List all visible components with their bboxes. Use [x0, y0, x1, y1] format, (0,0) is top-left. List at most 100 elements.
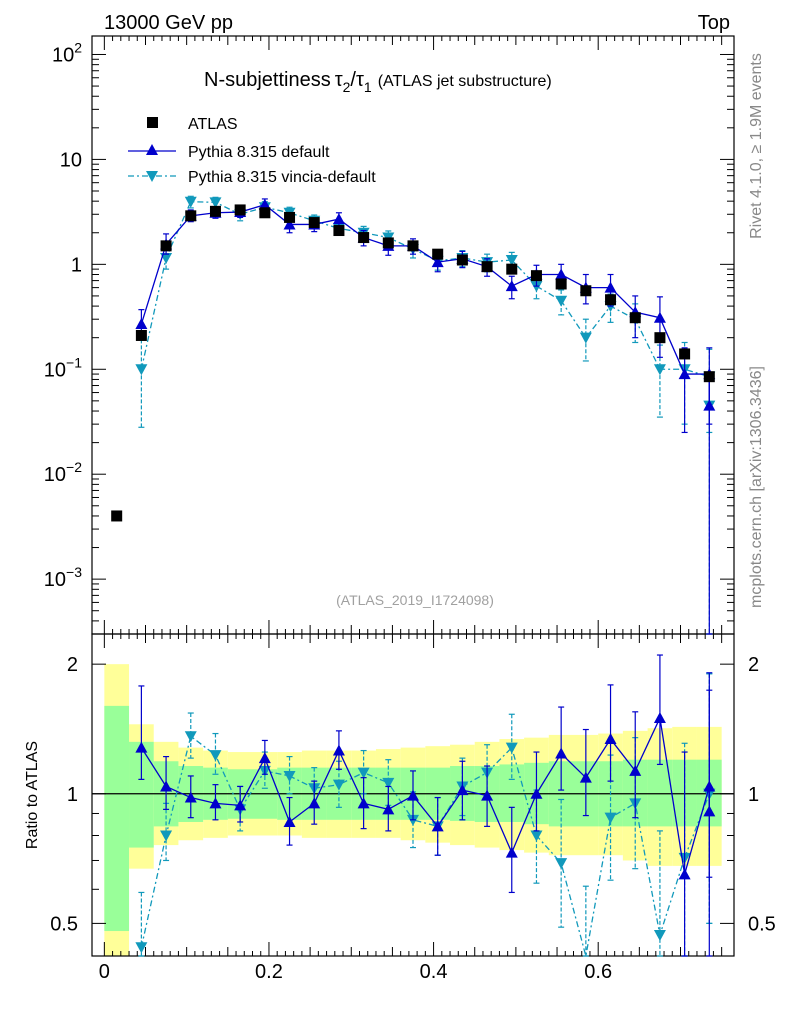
xtick-label-2: 0.4	[420, 961, 448, 983]
ratio-vincia-marker-3	[209, 750, 222, 762]
top-atlas-marker-6	[259, 207, 271, 219]
top-ytick-mantissa: 1	[71, 254, 82, 276]
ratio-pythia-marker-18	[579, 771, 592, 783]
ratio-pythia-marker-19	[604, 733, 617, 745]
top-atlas-marker-22	[654, 332, 666, 344]
top-ytick-exponent: −1	[66, 354, 82, 370]
ratio-pythia-marker-23	[703, 780, 716, 792]
ratio-pythia-marker-14	[481, 789, 494, 801]
ratio-vincia-marker-21	[653, 929, 666, 941]
top-pythia-marker-1	[135, 318, 148, 330]
top-pythia-marker-25	[703, 399, 716, 411]
top-pythia-marker-13	[431, 256, 444, 268]
top-ytick-exponent: −2	[66, 459, 82, 475]
ratio-pythia-marker-12	[431, 820, 444, 832]
ratio-pythia-marker-6	[283, 815, 296, 827]
legend-label-vincia: Pythia 8.315 vincia-default	[188, 169, 376, 186]
watermark: (ATLAS_2019_I1724098)	[336, 592, 494, 608]
bot-ytick-label-left-0: 0.5	[50, 913, 78, 935]
top-vincia-line	[140, 201, 710, 406]
top-ytick-mantissa: 10	[44, 569, 66, 591]
ratio-pythia-marker-5	[258, 752, 271, 764]
mcplots-label: mcplots.cern.ch [arXiv:1306.3436]	[748, 366, 765, 608]
top-atlas-marker-17	[530, 270, 542, 282]
ratio-vincia-marker-2	[184, 731, 197, 743]
ratio-pythia-marker-7	[308, 797, 321, 809]
top-atlas-marker-13	[432, 248, 444, 260]
top-pythia-marker-7	[283, 218, 296, 230]
top-ytick-mantissa: 10	[52, 44, 74, 66]
ratio-vincia-marker-19	[604, 812, 617, 824]
top-ytick-label-1: 10−2	[44, 459, 82, 486]
bot-ytick-label-right-0: 0.5	[748, 913, 776, 935]
top-atlas-marker-23	[679, 348, 691, 360]
top-vincia-marker-18	[555, 295, 568, 307]
top-atlas-marker-0	[111, 510, 123, 522]
top-atlas-marker-21	[629, 312, 641, 324]
xtick-label-0: 0	[99, 961, 110, 983]
top-ytick-label-4: 10	[60, 149, 82, 171]
ratio-vincia-marker-8	[332, 779, 345, 791]
top-atlas-marker-20	[605, 294, 617, 306]
top-atlas-marker-2	[160, 240, 172, 252]
ratio-vincia-marker-16	[530, 830, 543, 842]
xtick-label-1: 0.2	[255, 961, 283, 983]
top-ytick-exponent: −3	[66, 564, 82, 580]
top-atlas-marker-19	[580, 285, 592, 297]
top-atlas-marker-1	[135, 329, 147, 341]
ratio-vincia-marker-17	[555, 858, 568, 870]
header-left: 13000 GeV pp	[104, 12, 233, 34]
ratio-vincia-marker-15	[505, 742, 518, 754]
ratio-pythia-marker-8	[332, 744, 345, 756]
top-atlas-marker-24	[703, 371, 715, 383]
top-atlas-marker-14	[456, 254, 468, 266]
top-atlas-marker-12	[407, 240, 419, 252]
top-ytick-label-0: 10−3	[44, 564, 82, 591]
top-atlas-marker-8	[308, 217, 320, 229]
top-atlas-marker-16	[506, 263, 518, 275]
top-atlas-marker-9	[333, 225, 345, 237]
ratio-pythia-marker-3	[209, 797, 222, 809]
top-atlas-marker-3	[185, 210, 197, 222]
top-vincia-marker-4	[209, 197, 222, 209]
top-pythia-marker-22	[653, 311, 666, 323]
xtick-label-3: 0.6	[584, 961, 612, 983]
top-atlas-marker-10	[358, 232, 370, 244]
bot-ytick-label-left-1: 1	[67, 784, 78, 806]
bot-ytick-label-right-2: 2	[748, 654, 759, 676]
ratio-pythia-marker-4	[234, 799, 247, 811]
top-pythia-marker-20	[604, 281, 617, 293]
top-vincia-marker-1	[135, 364, 148, 376]
ratio-pythia-marker-17	[555, 747, 568, 759]
ratio-vincia-marker-1	[160, 830, 173, 842]
top-atlas-marker-18	[555, 278, 567, 290]
data-marks	[111, 195, 716, 957]
top-pythia-marker-23	[678, 368, 691, 380]
bot-ytick-label-left-2: 2	[67, 654, 78, 676]
ratio-pythia-marker-0	[135, 741, 148, 753]
ratio-pythia-marker-24	[703, 805, 716, 817]
title-sub-2: 2	[343, 79, 351, 95]
ratio-pythia-marker-9	[357, 797, 370, 809]
top-pythia-marker-16	[505, 280, 518, 292]
top-atlas-marker-7	[284, 211, 296, 223]
ratio-pythia-marker-13	[456, 784, 469, 796]
band-inner-0	[104, 705, 130, 932]
top-pythia-marker-6	[258, 198, 271, 210]
legend-marker-pythia	[146, 144, 158, 155]
ratio-vincia-marker-6	[283, 770, 296, 782]
top-pythia-marker-9	[332, 213, 345, 225]
top-vincia-marker-19	[579, 332, 592, 344]
top-pythia-marker-18	[555, 268, 568, 280]
ratio-y-label: Ratio to ATLAS	[24, 741, 41, 849]
ratio-pythia-marker-1	[160, 780, 173, 792]
ratio-vincia-marker-10	[382, 777, 395, 789]
bot-ytick-label-right-1: 1	[748, 784, 759, 806]
top-atlas-marker-15	[481, 261, 493, 273]
ratio-pythia-marker-15	[505, 846, 518, 858]
top-ytick-exponent: 2	[74, 39, 82, 55]
title-sub-1: 1	[364, 79, 372, 95]
title-tau-1: τ	[356, 69, 364, 91]
